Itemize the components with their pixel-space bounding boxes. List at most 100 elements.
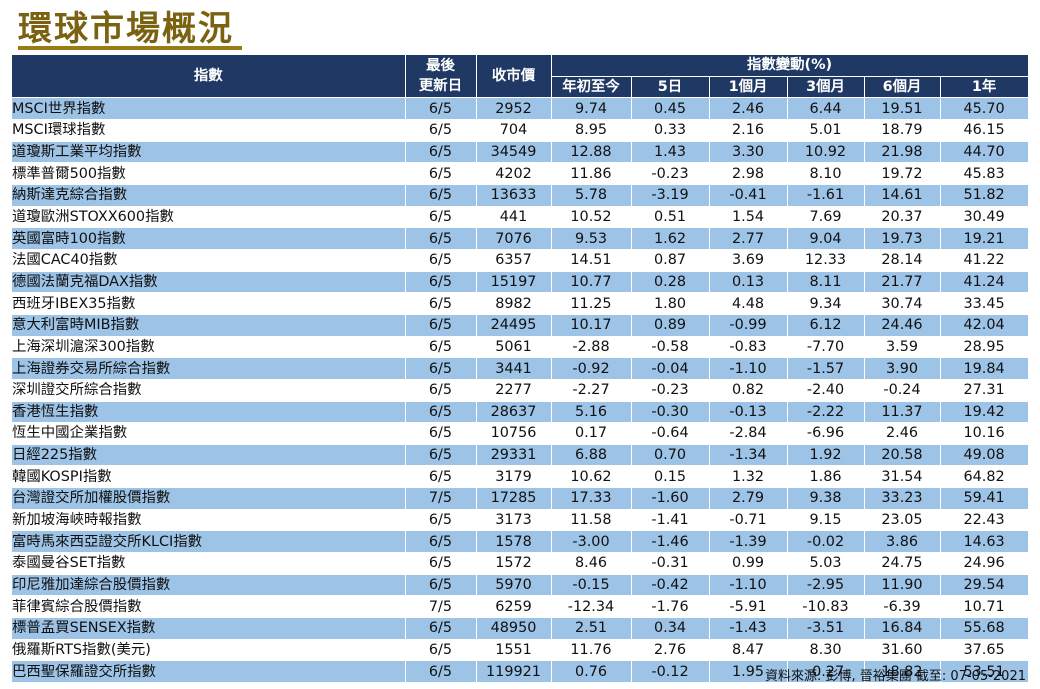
change-5d-cell: 0.51 [631,206,710,229]
last-update-cell: 6/5 [405,530,477,554]
close-price-cell: 34549 [476,141,552,164]
change-1m-cell: 2.98 [709,162,788,185]
change-5d-cell: -0.04 [631,357,710,380]
last-update-cell: 6/5 [405,639,477,662]
last-update-cell: 6/5 [405,465,477,489]
header-period-6m: 6個月 [864,76,941,99]
index-name-cell: MSCI環球指數 [12,119,406,142]
index-name-cell: 道瓊歐洲STOXX600指數 [12,206,406,229]
change-6m-cell: 2.46 [864,422,941,445]
last-update-cell: 6/5 [405,292,477,315]
index-name-cell: 深圳證交所綜合指數 [12,379,406,402]
change-ytd-cell: 8.46 [551,552,632,575]
change-3m-cell: -6.96 [787,422,865,445]
table-row: 台灣證交所加權股價指數 7/5 17285 17.33 -1.60 2.79 9.38 33.… [12,487,1029,510]
change-1y-cell: 59.41 [940,487,1029,510]
change-ytd-cell: 9.53 [551,227,632,250]
change-1y-cell: 64.82 [940,465,1029,489]
change-3m-cell: 8.30 [787,639,865,662]
change-3m-cell: 7.69 [787,206,865,229]
change-ytd-cell: 11.58 [551,509,632,532]
change-1y-cell: 53.51 [940,660,1029,684]
last-update-cell: 6/5 [405,357,477,380]
change-1m-cell: -0.71 [709,509,788,532]
close-price-cell: 29331 [476,444,552,467]
last-update-cell: 6/5 [405,617,477,640]
change-1y-cell: 19.21 [940,227,1029,250]
change-3m-cell: -7.70 [787,336,865,359]
last-update-cell: 6/5 [405,422,477,445]
change-6m-cell: -6.39 [864,595,941,619]
change-1m-cell: -0.99 [709,314,788,337]
last-update-cell: 6/5 [405,379,477,402]
last-update-cell: 6/5 [405,401,477,424]
change-5d-cell: -0.64 [631,422,710,445]
table-row: 富時馬來西亞證交所KLCI指數 6/5 1578 -3.00 -1.46 -1.39 -0.… [12,530,1029,554]
index-name-cell: 新加坡海峽時報指數 [12,509,406,532]
index-name-cell: 俄羅斯RTS指數(美元) [12,639,406,662]
index-name-cell: 法國CAC40指數 [12,249,406,272]
change-1y-cell: 44.70 [940,141,1029,164]
table-row: 巴西聖保羅證交所指數 6/5 119921 0.76 -0.12 1.95 -0.27 18.… [12,660,1029,684]
change-6m-cell: 18.82 [864,660,941,684]
change-3m-cell: -2.95 [787,574,865,597]
change-3m-cell: 9.34 [787,292,865,315]
last-update-cell: 6/5 [405,227,477,250]
close-price-cell: 5061 [476,336,552,359]
table-row: 標準普爾500指數 6/5 4202 11.86 -0.23 2.98 8.10 19.72 4… [12,162,1029,185]
table-row: 德國法蘭克福DAX指數 6/5 15197 10.77 0.28 0.13 8.11 21.7… [12,271,1029,294]
index-name-cell: 日經225指數 [12,444,406,467]
change-ytd-cell: 0.76 [551,660,632,684]
index-name-cell: 菲律賓綜合股價指數 [12,595,406,619]
last-update-cell: 6/5 [405,660,477,684]
change-ytd-cell: -0.15 [551,574,632,597]
change-ytd-cell: 10.17 [551,314,632,337]
last-update-cell: 6/5 [405,162,477,185]
close-price-cell: 7076 [476,227,552,250]
change-5d-cell: -1.60 [631,487,710,510]
change-3m-cell: -2.22 [787,401,865,424]
change-6m-cell: 11.90 [864,574,941,597]
table-row: 道瓊斯工業平均指數 6/5 34549 12.88 1.43 3.30 10.92 21.98… [12,141,1029,164]
last-update-cell: 6/5 [405,249,477,272]
change-6m-cell: 19.73 [864,227,941,250]
index-name-cell: 韓國KOSPI指數 [12,465,406,489]
change-1m-cell: 1.95 [709,660,788,684]
change-1m-cell: 3.30 [709,141,788,164]
change-6m-cell: 31.60 [864,639,941,662]
change-6m-cell: 14.61 [864,184,941,207]
index-name-cell: 富時馬來西亞證交所KLCI指數 [12,530,406,554]
change-6m-cell: 24.75 [864,552,941,575]
change-5d-cell: 0.28 [631,271,710,294]
change-6m-cell: -0.24 [864,379,941,402]
change-1m-cell: -0.13 [709,401,788,424]
close-price-cell: 6259 [476,595,552,619]
change-ytd-cell: 10.77 [551,271,632,294]
close-price-cell: 3179 [476,465,552,489]
change-3m-cell: 5.03 [787,552,865,575]
last-update-cell: 6/5 [405,271,477,294]
index-name-cell: 印尼雅加達綜合股價指數 [12,574,406,597]
close-price-cell: 1551 [476,639,552,662]
change-6m-cell: 24.46 [864,314,941,337]
change-1y-cell: 19.42 [940,401,1029,424]
change-5d-cell: 0.45 [631,97,710,120]
change-1m-cell: -2.84 [709,422,788,445]
index-name-cell: 台灣證交所加權股價指數 [12,487,406,510]
table-row: 恆生中國企業指數 6/5 10756 0.17 -0.64 -2.84 -6.96 2.46 1… [12,422,1029,445]
table-row: 香港恆生指數 6/5 28637 5.16 -0.30 -0.13 -2.22 11.37 19… [12,401,1029,424]
change-1y-cell: 45.70 [940,97,1029,120]
close-price-cell: 10756 [476,422,552,445]
change-ytd-cell: 5.78 [551,184,632,207]
change-ytd-cell: 11.76 [551,639,632,662]
close-price-cell: 3173 [476,509,552,532]
close-price-cell: 5970 [476,574,552,597]
index-name-cell: 標普孟買SENSEX指數 [12,617,406,640]
last-update-cell: 6/5 [405,509,477,532]
last-update-cell: 6/5 [405,184,477,207]
change-1y-cell: 29.54 [940,574,1029,597]
change-ytd-cell: -3.00 [551,530,632,554]
change-1y-cell: 30.49 [940,206,1029,229]
page-title: 環球市場概況 [18,9,234,49]
change-ytd-cell: 8.95 [551,119,632,142]
